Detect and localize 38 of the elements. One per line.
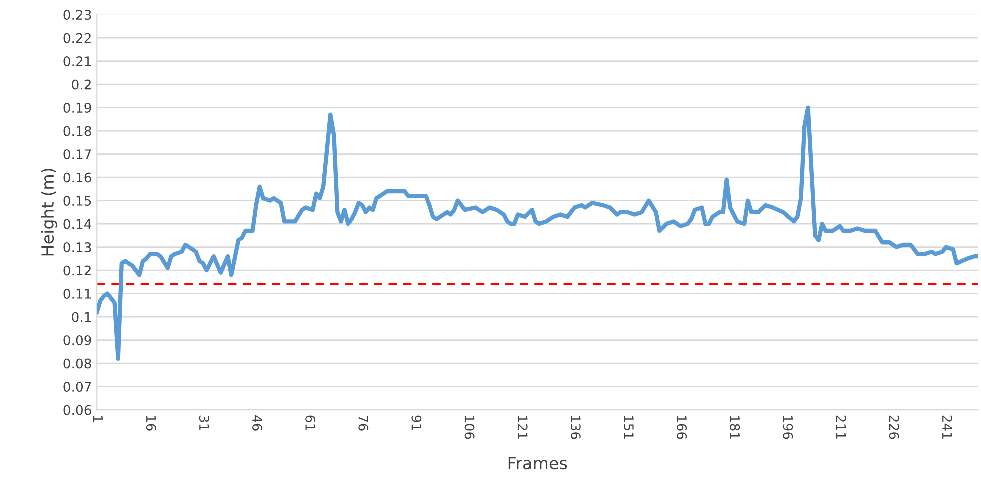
y-tick-label: 0.12 [64, 266, 91, 276]
x-tick-label: 91 [412, 416, 422, 430]
y-tick-label: 0.18 [64, 126, 92, 136]
x-tick-label: 1 [93, 416, 104, 422]
y-axis-title: Height (m) [41, 169, 58, 256]
y-tick-label: 0.07 [64, 382, 92, 392]
x-tick-label: 61 [306, 416, 316, 430]
x-tick-label: 211 [836, 416, 846, 439]
y-tick-label: 0.13 [64, 242, 92, 252]
y-tick-label: 0.16 [64, 172, 92, 183]
y-tick-label: 0.1 [72, 312, 92, 322]
x-tick-label: 226 [889, 416, 900, 440]
x-tick-label: 166 [677, 416, 688, 440]
x-tick-label: 151 [624, 416, 634, 439]
x-tick-label: 181 [730, 416, 740, 439]
x-tick-label: 121 [518, 416, 528, 439]
x-tick-label: 31 [199, 416, 210, 430]
x-tick-label: 46 [252, 416, 262, 431]
x-tick-label: 106 [464, 416, 475, 440]
y-tick-label: 0.11 [64, 289, 92, 299]
y-tick-label: 0.21 [64, 56, 92, 67]
x-axis-title: Frames [508, 457, 568, 470]
y-tick-label: 0.22 [64, 33, 91, 44]
x-tick-label: 16 [146, 416, 156, 431]
line-series [97, 106, 978, 361]
y-tick-label: 0.23 [64, 10, 92, 20]
y-tick-label: 0.09 [64, 336, 92, 346]
y-tick-label: 0.19 [64, 103, 92, 114]
x-tick-label: 76 [358, 416, 369, 431]
y-tick-label: 0.2 [72, 80, 91, 90]
y-tick-label: 0.06 [64, 405, 92, 416]
y-tick-label: 0.15 [64, 196, 92, 206]
y-tick-label: 0.14 [64, 219, 92, 230]
y-tick-label: 0.17 [64, 150, 92, 160]
x-tick-label: 196 [783, 416, 794, 440]
x-tick-label: 136 [570, 416, 581, 440]
y-tick-label: 0.08 [64, 358, 92, 369]
x-tick-label: 241 [942, 416, 952, 439]
